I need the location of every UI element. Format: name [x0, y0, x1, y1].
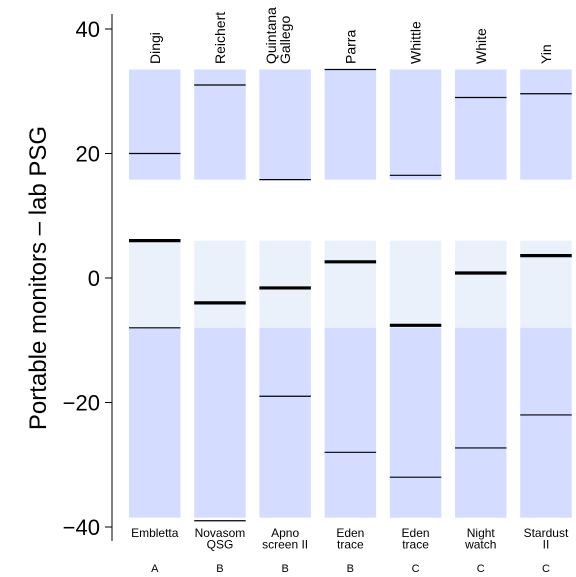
author-name: Yin [538, 44, 554, 64]
band-upper [194, 69, 246, 180]
device-name: watch [464, 538, 496, 552]
author-name: Whittle [408, 21, 424, 64]
band-central [455, 240, 507, 328]
band-upper [455, 69, 507, 180]
band-upper [389, 69, 442, 180]
author-name: Gallego [277, 16, 293, 64]
evidence-grade: C [412, 563, 420, 575]
study-author-label: Yin [538, 44, 554, 64]
band-upper [129, 69, 181, 180]
study-author-label: Parra [342, 30, 358, 64]
band-central [324, 240, 377, 328]
study-lines [129, 68, 572, 522]
study-author-label: White [473, 28, 489, 64]
band-lower [324, 327, 377, 518]
author-name: Reichert [212, 12, 228, 64]
band-central [129, 240, 181, 328]
band-lower [129, 327, 181, 518]
band-lower [194, 327, 246, 518]
device-name: trace [402, 538, 429, 552]
band-central [194, 240, 246, 328]
band-central [520, 240, 572, 328]
evidence-grade: B [216, 563, 223, 575]
study-bands [129, 69, 572, 518]
band-lower [520, 327, 572, 518]
author-name: Dingi [147, 32, 163, 64]
y-tick-label: 0 [88, 266, 100, 291]
study-author-label: Reichert [212, 12, 228, 64]
y-tick-label: −20 [63, 391, 100, 416]
y-axis-label: Portable monitors – lab PSG [25, 126, 52, 430]
evidence-grade: C [542, 563, 550, 575]
device-name: Embletta [131, 526, 179, 540]
author-name: Parra [342, 30, 358, 64]
author-name: White [473, 28, 489, 64]
evidence-grade: B [347, 563, 354, 575]
band-upper [259, 69, 311, 180]
band-lower [455, 327, 507, 518]
band-upper [520, 69, 572, 180]
author-name: Quintana [263, 7, 279, 64]
y-tick-label: 40 [76, 17, 100, 42]
device-name: Eden [336, 526, 364, 540]
y-tick-label: 20 [76, 142, 100, 167]
evidence-grade: A [151, 563, 159, 575]
device-name: Stardust [524, 526, 569, 540]
y-ticks: −40 −20 0 20 40 [63, 17, 112, 540]
device-name: Apno [271, 526, 299, 540]
device-name: screen II [262, 538, 308, 552]
study-author-label: Whittle [408, 21, 424, 64]
band-lower [259, 327, 311, 518]
device-name: trace [337, 538, 364, 552]
band-upper [324, 69, 377, 180]
evidence-grade: B [281, 563, 288, 575]
device-name: QSG [207, 538, 234, 552]
y-tick-label: −40 [63, 515, 100, 540]
device-name: II [543, 538, 550, 552]
band-lower [389, 327, 442, 518]
device-name: Eden [402, 526, 430, 540]
band-central [259, 240, 311, 328]
device-name: Novasom [195, 526, 246, 540]
study-author-label: Dingi [147, 32, 163, 64]
device-name: Night [467, 526, 496, 540]
band-central [389, 240, 442, 328]
evidence-grade: C [477, 563, 485, 575]
